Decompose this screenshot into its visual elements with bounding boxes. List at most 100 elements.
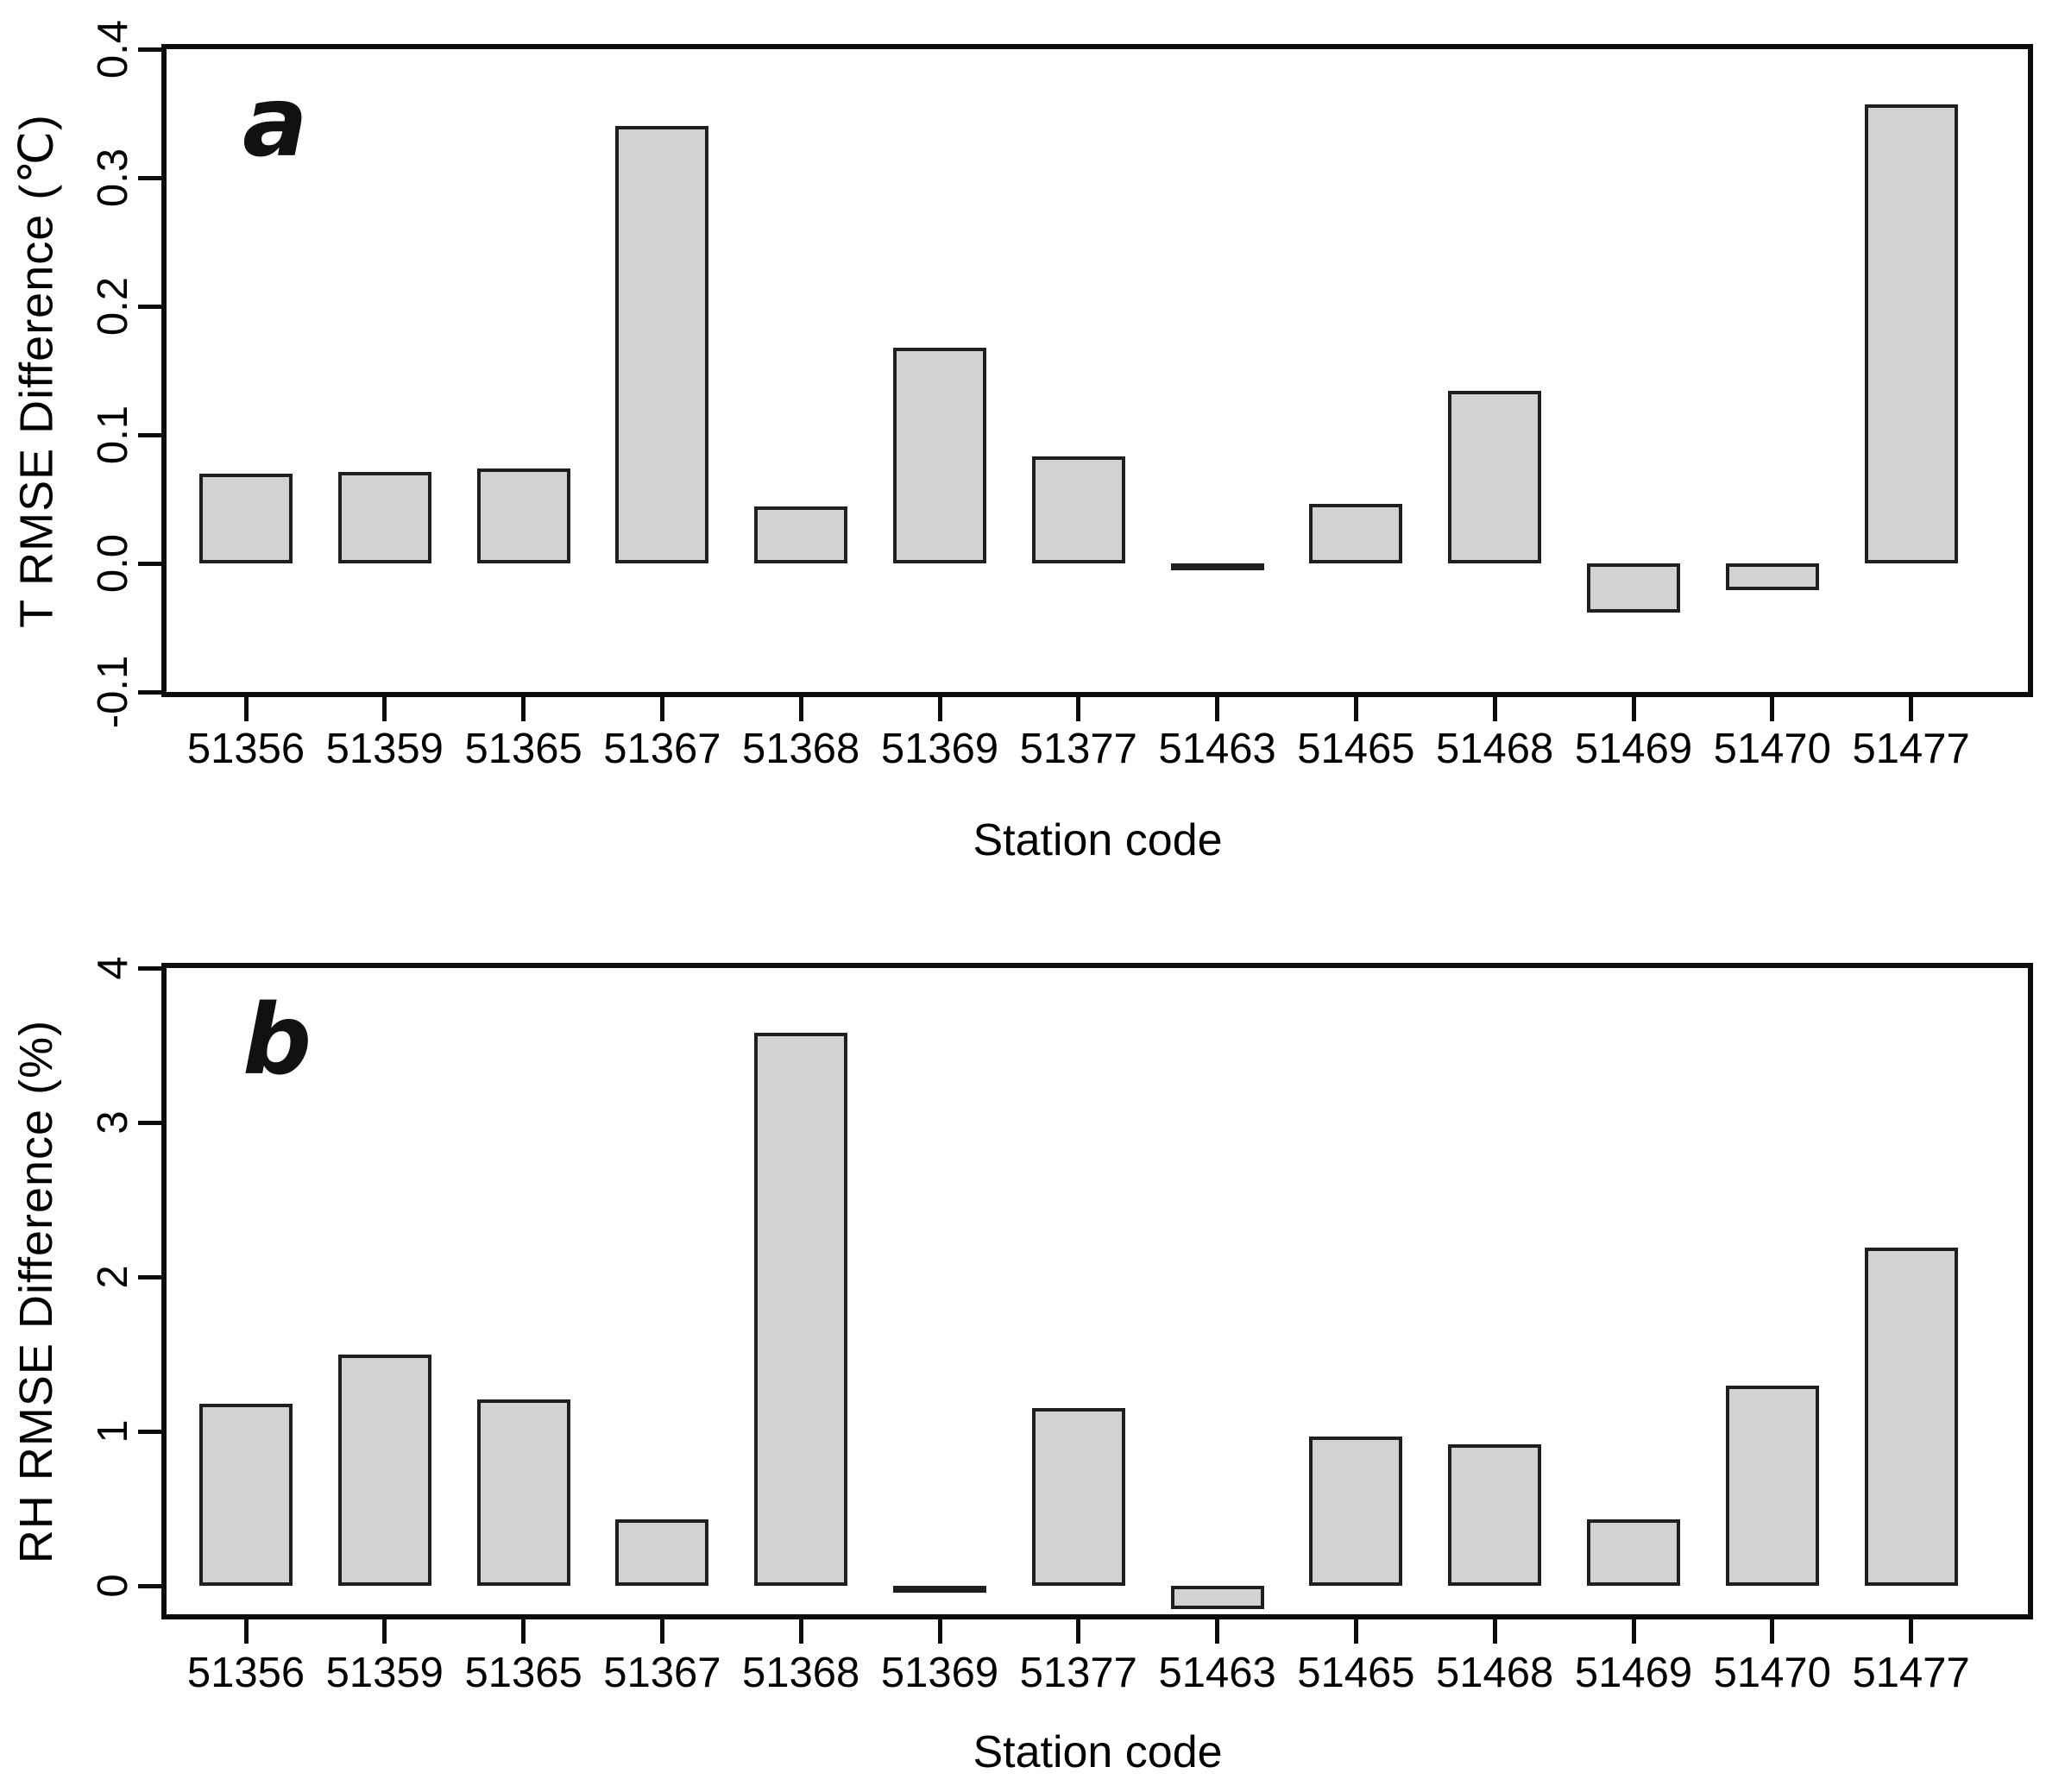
x-tick: [382, 1619, 387, 1644]
y-tick: [138, 561, 162, 566]
y-tick: [138, 965, 162, 971]
x-tick-label-51368: 51368: [742, 1650, 860, 1696]
bar-51477: [1864, 1248, 1958, 1587]
x-tick: [1353, 697, 1358, 721]
y-tick: [138, 689, 162, 695]
x-tick: [1492, 697, 1497, 721]
x-tick: [798, 1619, 803, 1644]
x-tick: [1076, 697, 1081, 721]
y-tick-label: 1: [90, 1419, 136, 1443]
x-tick-label-51369: 51369: [880, 1650, 999, 1696]
x-tick: [1909, 697, 1914, 721]
bar-51469: [1587, 1519, 1680, 1587]
y-tick: [138, 175, 162, 180]
y-axis-title-b: RH RMSE Difference (%): [10, 1019, 62, 1564]
bar-51469: [1587, 563, 1680, 613]
x-tick-label-51377: 51377: [1019, 1650, 1137, 1696]
x-tick-label-51465: 51465: [1297, 1650, 1415, 1696]
x-tick-label-51470: 51470: [1713, 1650, 1831, 1696]
bar-51367: [615, 1519, 709, 1587]
y-tick-label: 2: [90, 1265, 136, 1289]
x-tick: [243, 697, 249, 721]
bar-51377: [1031, 1408, 1125, 1587]
bar-51465: [1309, 504, 1403, 563]
x-tick-label-51470: 51470: [1713, 726, 1831, 772]
x-tick-label-51469: 51469: [1574, 1650, 1693, 1696]
x-axis-title-b: Station code: [973, 1727, 1223, 1777]
x-tick: [659, 1619, 664, 1644]
x-tick-label-51368: 51368: [742, 726, 860, 772]
x-tick-label-51377: 51377: [1019, 726, 1137, 772]
bar-51468: [1448, 1443, 1542, 1587]
x-tick: [1076, 1619, 1081, 1644]
x-tick: [1215, 1619, 1220, 1644]
x-tick: [798, 697, 803, 721]
bar-51365: [476, 1399, 570, 1587]
x-tick: [1770, 1619, 1775, 1644]
x-tick: [1631, 697, 1636, 721]
y-tick: [138, 1429, 162, 1434]
x-tick: [659, 697, 664, 721]
x-tick: [937, 1619, 942, 1644]
bar-51463: [1170, 1586, 1264, 1610]
x-tick: [521, 697, 526, 721]
x-tick: [1631, 1619, 1636, 1644]
bar-51369: [893, 1586, 986, 1594]
x-tick-label-51367: 51367: [603, 1650, 721, 1696]
bar-51369: [893, 347, 986, 563]
bar-51359: [337, 1354, 431, 1587]
bar-51368: [754, 506, 848, 563]
x-tick-label-51356: 51356: [186, 1650, 305, 1696]
x-tick: [521, 1619, 526, 1644]
x-tick: [1353, 1619, 1358, 1644]
y-tick: [138, 1274, 162, 1280]
y-tick-label: 0: [90, 1574, 136, 1599]
x-tick-label-51463: 51463: [1158, 1650, 1276, 1696]
y-tick: [138, 47, 162, 52]
x-tick-label-51463: 51463: [1158, 726, 1276, 772]
x-tick-label-51477: 51477: [1852, 726, 1970, 772]
bar-51365: [476, 468, 570, 563]
x-tick-label-51468: 51468: [1436, 726, 1554, 772]
x-tick-label-51365: 51365: [464, 1650, 582, 1696]
y-tick: [138, 1583, 162, 1588]
x-tick: [243, 1619, 249, 1644]
y-tick: [138, 432, 162, 437]
x-tick-label-51359: 51359: [325, 1650, 444, 1696]
bar-51468: [1448, 391, 1542, 563]
y-tick-label: 4: [90, 956, 136, 980]
x-tick-label-51367: 51367: [603, 726, 721, 772]
x-tick-label-51359: 51359: [325, 726, 444, 772]
bar-51377: [1031, 456, 1125, 563]
y-tick-label: 3: [90, 1110, 136, 1135]
bar-51463: [1170, 563, 1264, 570]
panel-letter-b: b: [242, 984, 312, 1097]
x-tick-label-51465: 51465: [1297, 726, 1415, 772]
y-tick: [138, 304, 162, 309]
x-tick: [382, 697, 387, 721]
x-tick-label-51477: 51477: [1852, 1650, 1970, 1696]
plot-box-a: [161, 44, 2033, 697]
x-tick: [1770, 697, 1775, 721]
x-tick-label-51365: 51365: [464, 726, 582, 772]
bar-51367: [615, 126, 709, 563]
bar-51470: [1725, 563, 1819, 591]
panel-letter-a: a: [242, 66, 308, 179]
bar-51356: [199, 1404, 293, 1587]
x-tick-label-51469: 51469: [1574, 726, 1693, 772]
plot-box-b: [161, 963, 2033, 1619]
bar-51470: [1725, 1385, 1819, 1587]
x-axis-title-a: Station code: [973, 815, 1223, 865]
x-tick-label-51369: 51369: [880, 726, 999, 772]
x-tick-label-51356: 51356: [186, 726, 305, 772]
x-tick: [1492, 1619, 1497, 1644]
bar-51356: [199, 473, 293, 563]
bar-51465: [1309, 1436, 1403, 1587]
x-tick: [937, 697, 942, 721]
y-tick: [138, 1120, 162, 1125]
bar-51477: [1864, 104, 1958, 563]
bar-51359: [337, 472, 431, 563]
